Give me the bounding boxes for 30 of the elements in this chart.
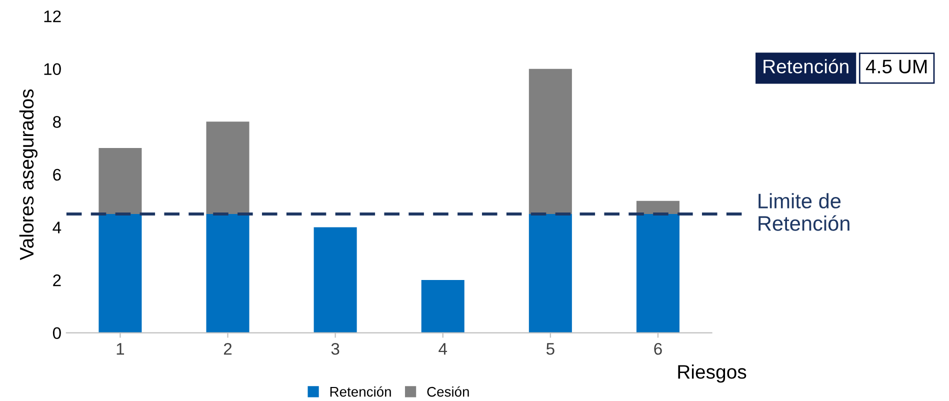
bar xyxy=(98,148,142,214)
x-tick-label: 4 xyxy=(438,343,448,355)
y-axis-title: Valores asegurados xyxy=(19,89,38,260)
y-tick-label: 8 xyxy=(53,116,61,128)
y-tick-label: 12 xyxy=(44,10,61,22)
bar xyxy=(528,214,572,333)
legend-label: Cesión xyxy=(427,386,469,397)
bar xyxy=(421,280,464,333)
ref-line-label: Limite de Retención xyxy=(758,193,850,231)
legend-label: Retención xyxy=(330,386,391,397)
y-tick-label: 6 xyxy=(53,168,61,181)
bar xyxy=(314,227,357,333)
y-tick-label: 2 xyxy=(53,274,61,286)
y-tick-label: 4 xyxy=(52,222,62,234)
bar xyxy=(636,214,680,333)
text: Retención xyxy=(764,58,848,74)
x-tick-label: 3 xyxy=(331,342,340,355)
x-tick-label: 1 xyxy=(116,343,124,355)
bar xyxy=(98,214,142,333)
x-tick-label: 5 xyxy=(546,343,554,355)
x-axis-title: Riesgos xyxy=(678,364,746,383)
bar xyxy=(528,68,572,214)
bar xyxy=(636,200,680,214)
x-tick-label: 2 xyxy=(224,342,232,355)
bar xyxy=(206,214,250,333)
y-tick-label: 10 xyxy=(44,63,61,76)
x-tick-label: 6 xyxy=(654,342,662,355)
y-tick-label: 0 xyxy=(52,327,61,340)
text: 4.5 UM xyxy=(866,60,927,74)
bar xyxy=(206,122,250,214)
